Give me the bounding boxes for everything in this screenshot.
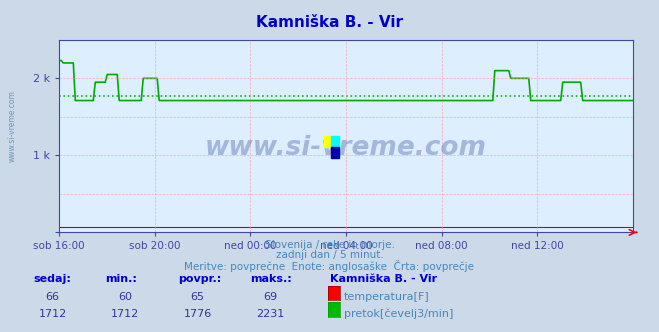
Bar [331,147,339,158]
Text: 69: 69 [263,292,277,302]
Text: www.si-vreme.com: www.si-vreme.com [205,135,487,161]
Text: 2231: 2231 [256,309,284,319]
Text: min.:: min.: [105,274,137,284]
Text: 65: 65 [190,292,205,302]
Text: www.si-vreme.com: www.si-vreme.com [8,90,17,162]
Bar [331,136,339,147]
Text: 60: 60 [118,292,132,302]
Text: Kamniška B. - Vir: Kamniška B. - Vir [256,15,403,30]
Text: povpr.:: povpr.: [178,274,221,284]
Text: maks.:: maks.: [250,274,292,284]
Text: sedaj:: sedaj: [33,274,71,284]
Text: Slovenija / reke in morje.: Slovenija / reke in morje. [264,240,395,250]
Text: pretok[čevelj3/min]: pretok[čevelj3/min] [344,309,453,319]
Text: Kamniška B. - Vir: Kamniška B. - Vir [330,274,437,284]
Text: 1776: 1776 [184,309,212,319]
Text: zadnji dan / 5 minut.: zadnji dan / 5 minut. [275,250,384,260]
Text: 1712: 1712 [39,309,67,319]
Text: 1712: 1712 [111,309,139,319]
Bar [324,136,331,147]
Text: Meritve: povprečne  Enote: anglosaške  Črta: povprečje: Meritve: povprečne Enote: anglosaške Črt… [185,260,474,272]
Text: temperatura[F]: temperatura[F] [344,292,430,302]
Text: 66: 66 [45,292,60,302]
